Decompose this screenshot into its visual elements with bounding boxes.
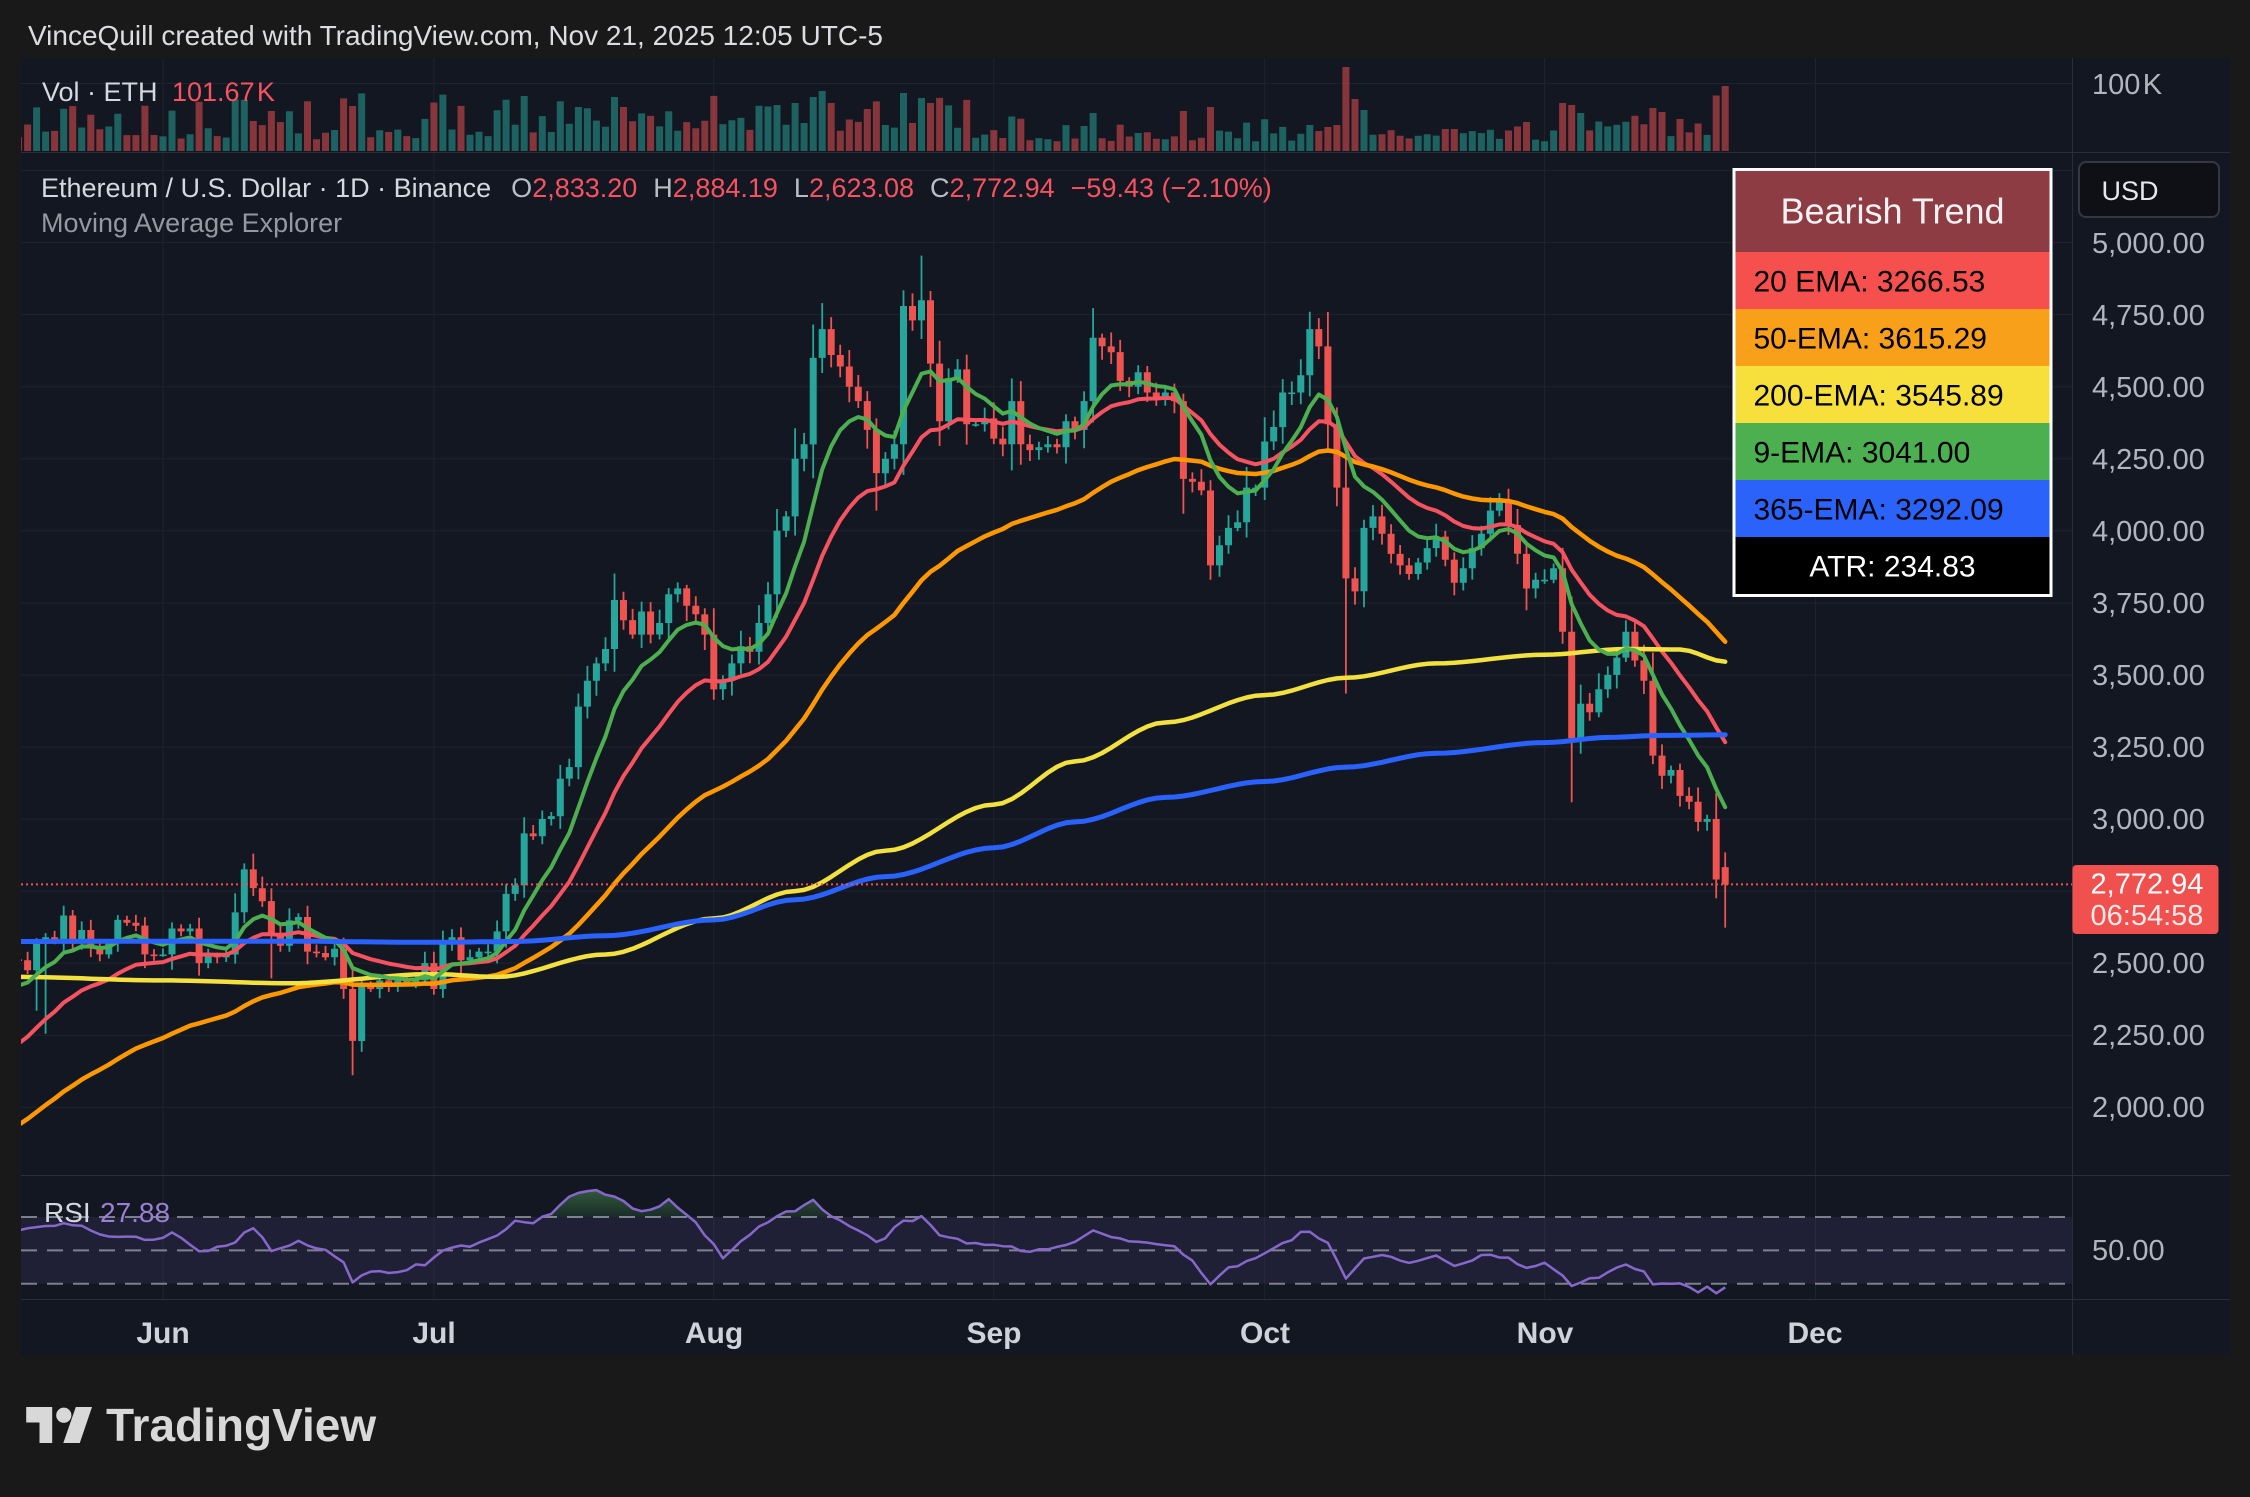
svg-text:5,000.00: 5,000.00 — [2092, 228, 2205, 260]
svg-text:200-EMA: 3545.89: 200-EMA: 3545.89 — [1754, 380, 2004, 413]
svg-text:TradingView: TradingView — [106, 1399, 376, 1451]
svg-text:4,750.00: 4,750.00 — [2092, 300, 2205, 332]
svg-text:Nov: Nov — [1517, 1317, 1574, 1350]
svg-text:50-EMA: 3615.29: 50-EMA: 3615.29 — [1754, 323, 1987, 356]
svg-text:20 EMA: 3266.53: 20 EMA: 3266.53 — [1754, 266, 1986, 299]
svg-text:4,000.00: 4,000.00 — [2092, 516, 2205, 548]
svg-text:4,250.00: 4,250.00 — [2092, 444, 2205, 476]
svg-text:Vol · ETH: Vol · ETH — [42, 77, 158, 107]
svg-text:2,500.00: 2,500.00 — [2092, 948, 2205, 980]
svg-text:Jun: Jun — [136, 1317, 189, 1350]
svg-text:50.00: 50.00 — [2092, 1235, 2165, 1267]
svg-text:365-EMA: 3292.09: 365-EMA: 3292.09 — [1754, 494, 2004, 527]
svg-text:3,250.00: 3,250.00 — [2092, 732, 2205, 764]
svg-text:Oct: Oct — [1240, 1317, 1290, 1350]
svg-text:ATR: 234.83: ATR: 234.83 — [1809, 551, 1975, 584]
svg-text:Jul: Jul — [412, 1317, 455, 1350]
svg-text:Moving Average Explorer: Moving Average Explorer — [41, 208, 342, 238]
svg-text:2,772.94: 2,772.94 — [2091, 869, 2204, 901]
svg-text:4,500.00: 4,500.00 — [2092, 372, 2205, 404]
svg-text:9-EMA: 3041.00: 9-EMA: 3041.00 — [1754, 437, 1971, 470]
svg-text:100 K: 100 K — [2092, 69, 2163, 101]
svg-text:Bearish Trend: Bearish Trend — [1780, 191, 2004, 232]
svg-text:27.88: 27.88 — [100, 1197, 170, 1228]
svg-text:VinceQuill created with Tradin: VinceQuill created with TradingView.com,… — [28, 20, 883, 51]
svg-text:Aug: Aug — [685, 1317, 743, 1350]
svg-text:3,750.00: 3,750.00 — [2092, 588, 2205, 620]
svg-text:USD: USD — [2101, 176, 2158, 206]
svg-text:3,000.00: 3,000.00 — [2092, 804, 2205, 836]
svg-text:3,500.00: 3,500.00 — [2092, 660, 2205, 692]
svg-text:2,250.00: 2,250.00 — [2092, 1020, 2205, 1052]
svg-text:06:54:58: 06:54:58 — [2091, 900, 2204, 932]
svg-text:101.67 K: 101.67 K — [172, 77, 275, 107]
svg-text:2,000.00: 2,000.00 — [2092, 1092, 2205, 1124]
svg-text:Sep: Sep — [966, 1317, 1021, 1350]
svg-text:RSI: RSI — [44, 1197, 91, 1228]
svg-text:Ethereum / U.S. Dollar · 1D ·: Ethereum / U.S. Dollar · 1D · Binance O2,… — [41, 173, 1272, 203]
svg-text:Dec: Dec — [1787, 1317, 1842, 1350]
